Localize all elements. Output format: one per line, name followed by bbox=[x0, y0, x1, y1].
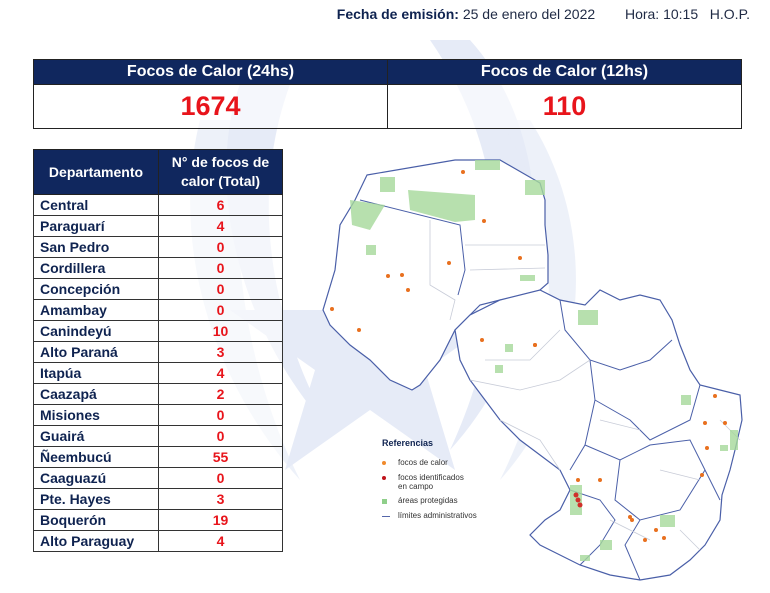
line-icon bbox=[382, 515, 390, 517]
table-row: Central 6 bbox=[33, 194, 283, 216]
department-name: Itapúa bbox=[33, 362, 159, 384]
department-count: 6 bbox=[158, 194, 283, 216]
department-name: Canindeyú bbox=[33, 320, 159, 342]
table-row: Amambay 0 bbox=[33, 299, 283, 321]
table-row: Alto Paraguay 4 bbox=[33, 530, 283, 552]
department-count: 10 bbox=[158, 320, 283, 342]
department-count: 0 bbox=[158, 236, 283, 258]
table-row: Cordillera 0 bbox=[33, 257, 283, 279]
table-row: Itapúa 4 bbox=[33, 362, 283, 384]
red-dot-icon bbox=[382, 476, 386, 480]
table-row: Caazapá 2 bbox=[33, 383, 283, 405]
department-count: 19 bbox=[158, 509, 283, 531]
emission-header: Fecha de emisión: 25 de enero del 2022 H… bbox=[337, 6, 750, 22]
emission-date: 25 de enero del 2022 bbox=[462, 6, 596, 22]
legend-label: focos identificados en campo bbox=[398, 473, 464, 491]
legend-item: focos identificados en campo bbox=[382, 473, 477, 491]
paraguay-heat-map bbox=[322, 159, 743, 581]
department-count: 4 bbox=[158, 362, 283, 384]
department-count: 2 bbox=[158, 383, 283, 405]
summary-table: Focos de Calor (24hs) Focos de Calor (12… bbox=[33, 59, 742, 129]
legend-label: límites administrativos bbox=[398, 511, 477, 520]
department-count: 0 bbox=[158, 467, 283, 489]
department-count: 55 bbox=[158, 446, 283, 468]
department-count: 0 bbox=[158, 299, 283, 321]
table-row: Caaguazú 0 bbox=[33, 467, 283, 489]
legend-item: áreas protegidas bbox=[382, 496, 477, 506]
table-row: Misiones 0 bbox=[33, 404, 283, 426]
department-name: Boquerón bbox=[33, 509, 159, 531]
department-count: 3 bbox=[158, 488, 283, 510]
hour-label: Hora: 10:15 bbox=[624, 6, 699, 22]
department-count: 4 bbox=[158, 215, 283, 237]
table-row: Guairá 0 bbox=[33, 425, 283, 447]
timezone-label: H.O.P. bbox=[709, 6, 750, 22]
protected-areas bbox=[350, 160, 738, 561]
table-row: Canindeyú 10 bbox=[33, 320, 283, 342]
department-count: 0 bbox=[158, 257, 283, 279]
table-row: Concepción 0 bbox=[33, 278, 283, 300]
column-header-count: N° de focos de calor (Total) bbox=[158, 149, 283, 195]
table-row: San Pedro 0 bbox=[33, 236, 283, 258]
department-name: Cordillera bbox=[33, 257, 159, 279]
department-name: Central bbox=[33, 194, 159, 216]
table-row: Paraguarí 4 bbox=[33, 215, 283, 237]
department-count: 4 bbox=[158, 530, 283, 552]
department-name: Alto Paraná bbox=[33, 341, 159, 363]
department-name: Caaguazú bbox=[33, 467, 159, 489]
legend-title: Referencias bbox=[382, 438, 434, 448]
department-count: 0 bbox=[158, 425, 283, 447]
department-name: Guairá bbox=[33, 425, 159, 447]
department-table: Departamento N° de focos de calor (Total… bbox=[33, 149, 283, 552]
legend-label: focos de calor bbox=[398, 458, 448, 467]
department-name: Paraguarí bbox=[33, 215, 159, 237]
legend-item: límites administrativos bbox=[382, 511, 477, 521]
orange-dot-icon bbox=[382, 461, 386, 465]
department-name: Pte. Hayes bbox=[33, 488, 159, 510]
map-legend: Referencias focos de calor focos identif… bbox=[382, 438, 477, 526]
summary-24h-title: Focos de Calor (24hs) bbox=[33, 59, 388, 85]
table-row: Alto Paraná 3 bbox=[33, 341, 283, 363]
department-name: Alto Paraguay bbox=[33, 530, 159, 552]
summary-12h-value: 110 bbox=[387, 84, 742, 129]
department-name: Amambay bbox=[33, 299, 159, 321]
emission-label: Fecha de emisión: bbox=[336, 6, 459, 22]
department-count: 0 bbox=[158, 278, 283, 300]
green-square-icon bbox=[382, 498, 387, 504]
department-name: Ñeembucú bbox=[33, 446, 159, 468]
summary-24h-value: 1674 bbox=[33, 84, 388, 129]
department-name: Concepción bbox=[33, 278, 159, 300]
table-row: Pte. Hayes 3 bbox=[33, 488, 283, 510]
table-row: Ñeembucú 55 bbox=[33, 446, 283, 468]
department-count: 3 bbox=[158, 341, 283, 363]
column-header-department: Departamento bbox=[33, 149, 159, 195]
summary-12h-title: Focos de Calor (12hs) bbox=[387, 59, 742, 85]
table-row: Boquerón 19 bbox=[33, 509, 283, 531]
legend-item: focos de calor bbox=[382, 458, 477, 468]
department-count: 0 bbox=[158, 404, 283, 426]
department-name: San Pedro bbox=[33, 236, 159, 258]
oriental-region bbox=[454, 289, 743, 581]
heat-spots bbox=[330, 170, 727, 542]
legend-label: áreas protegidas bbox=[398, 496, 458, 505]
department-name: Caazapá bbox=[33, 383, 159, 405]
field-identified-spots bbox=[573, 492, 583, 508]
department-name: Misiones bbox=[33, 404, 159, 426]
